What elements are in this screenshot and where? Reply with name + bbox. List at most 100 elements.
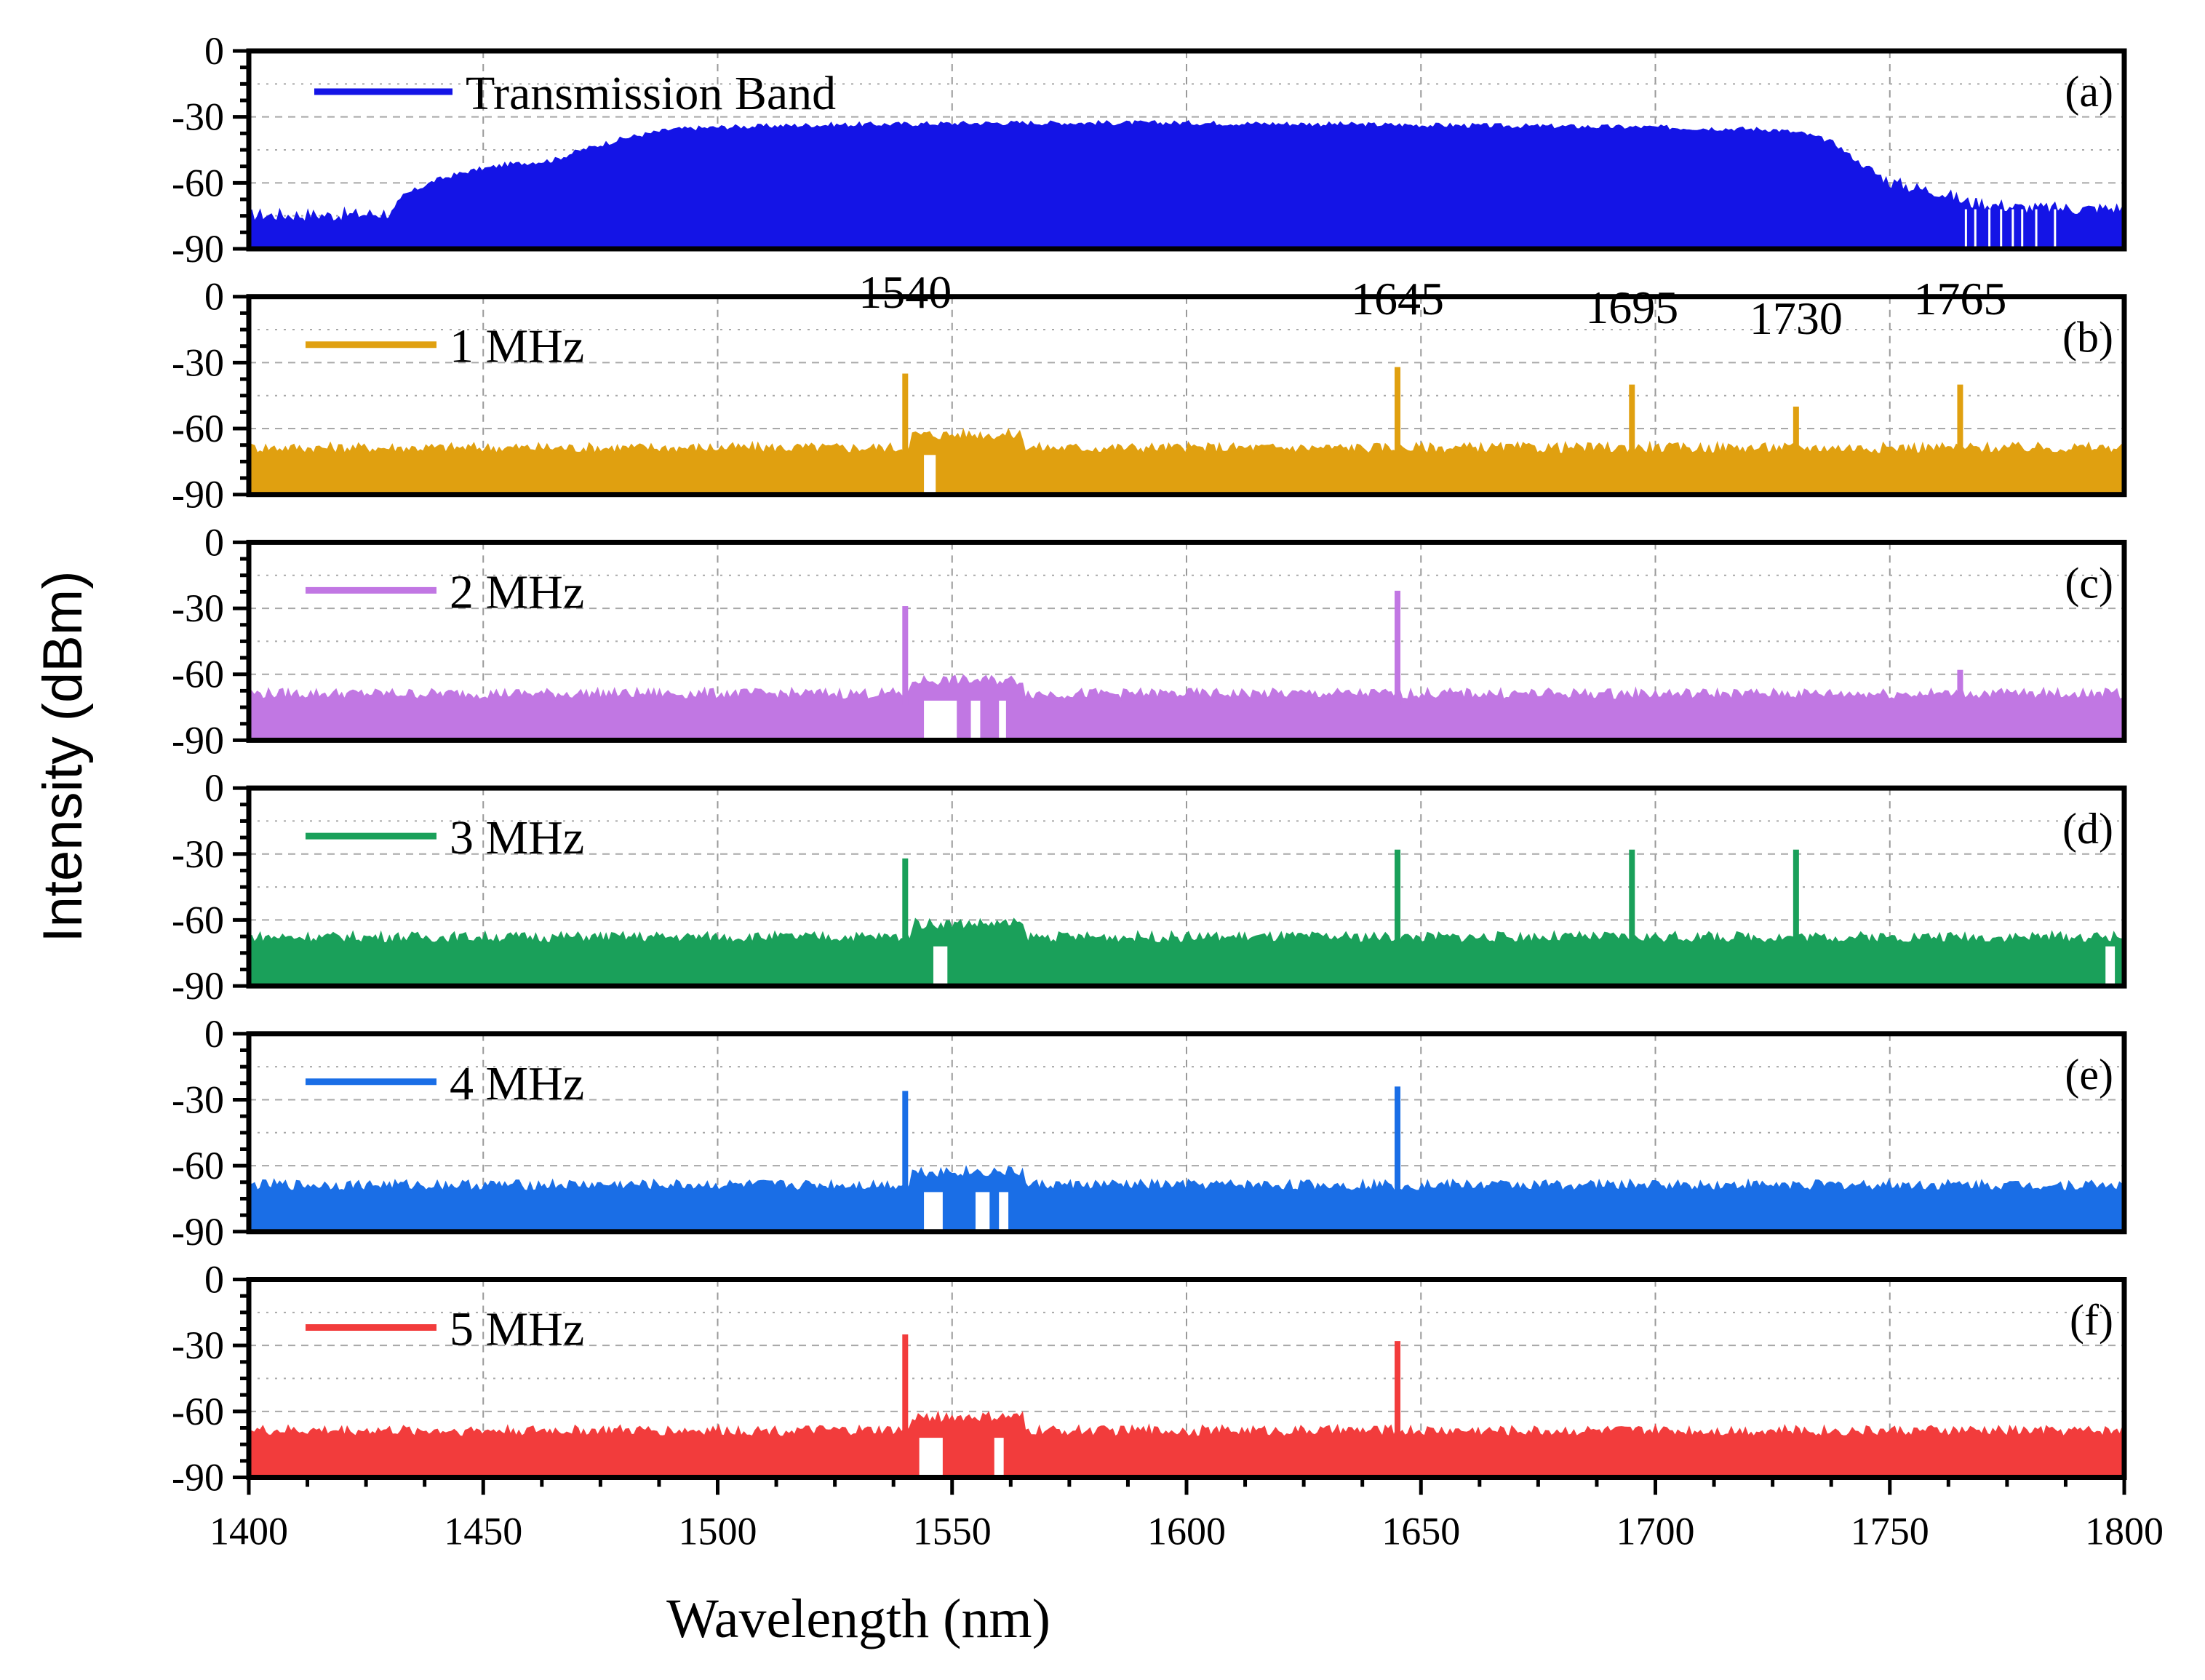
- noise-dropout: [933, 946, 948, 987]
- peak-line-1540: [902, 373, 909, 460]
- y-tick-label: -30: [172, 1323, 224, 1367]
- x-tick-label: 1750: [1851, 1510, 1929, 1553]
- y-tick-label: -30: [172, 586, 224, 630]
- y-axis: 0 -30 -60 -90: [172, 275, 249, 517]
- panel-tag: (d): [2062, 805, 2113, 853]
- peak-line-1645: [1395, 849, 1401, 949]
- peak-label: 1730: [1750, 292, 1843, 344]
- legend-label: 3 MHz: [450, 811, 584, 864]
- y-tick-label: -60: [172, 653, 224, 696]
- spectrum-trace: [248, 917, 2126, 987]
- y-axis: 0 -30 -60 -90: [172, 520, 249, 762]
- peak-label: 1540: [858, 266, 952, 318]
- peak-line-1730: [1793, 406, 1799, 460]
- noise-dropout: [999, 1192, 1009, 1232]
- y-tick-label: -60: [172, 1390, 224, 1433]
- spectrum-trace: [248, 1164, 2126, 1233]
- x-tick-label: 1800: [2085, 1510, 2164, 1553]
- x-axis-label: Wavelength (nm): [666, 1588, 1050, 1649]
- y-tick-label: -90: [172, 1456, 224, 1500]
- legend-label: 5 MHz: [450, 1303, 584, 1356]
- noise-dropout: [919, 1438, 943, 1478]
- x-tick-label: 1400: [210, 1510, 288, 1553]
- noise-dropout: [1974, 209, 1977, 249]
- peak-line-1765: [1957, 669, 1963, 705]
- peak-line-1540: [902, 1334, 909, 1443]
- legend: 1 MHz: [306, 320, 584, 373]
- y-tick-label: 0: [204, 1012, 224, 1056]
- noise-dropout: [2105, 946, 2116, 987]
- y-tick-label: 0: [204, 29, 224, 73]
- x-tick-label: 1650: [1381, 1510, 1460, 1553]
- peak-line-1645: [1395, 367, 1401, 460]
- y-tick-label: -30: [172, 95, 224, 139]
- legend: 4 MHz: [306, 1057, 584, 1110]
- legend-label: 2 MHz: [450, 565, 584, 618]
- x-tick-label: 1450: [444, 1510, 522, 1553]
- legend: 2 MHz: [306, 565, 584, 618]
- legend-label: 1 MHz: [450, 320, 584, 373]
- x-tick-label: 1700: [1616, 1510, 1695, 1553]
- y-tick-label: -60: [172, 1144, 224, 1187]
- legend-label: Transmission Band: [466, 67, 836, 120]
- spectrum-trace: [248, 1410, 2126, 1478]
- y-axis: 0 -30 -60 -90: [172, 766, 249, 1008]
- y-tick-label: -90: [172, 964, 224, 1008]
- y-tick-label: -30: [172, 341, 224, 384]
- spectrum-trace: [248, 427, 2126, 495]
- y-tick-label: 0: [204, 1258, 224, 1302]
- noise-dropout: [970, 701, 981, 741]
- spectrum-trace: [248, 674, 2126, 741]
- noise-dropout: [924, 701, 957, 741]
- peak-line-1695: [1629, 849, 1635, 949]
- peak-line-1645: [1395, 1341, 1401, 1443]
- y-tick-label: 0: [204, 275, 224, 319]
- y-axis: 0 -30 -60 -90: [172, 1012, 249, 1254]
- y-tick-label: -60: [172, 407, 224, 450]
- y-tick-label: 0: [204, 766, 224, 810]
- panel-tag: (e): [2065, 1051, 2113, 1099]
- y-tick-label: 0: [204, 520, 224, 564]
- panel-e: 0 -30 -60 -90 4 MHz (e): [172, 1012, 2127, 1254]
- noise-dropout: [1988, 209, 1991, 249]
- noise-dropout: [2021, 209, 2024, 249]
- legend: 3 MHz: [306, 811, 584, 864]
- spectrum-trace: [248, 119, 2126, 250]
- peak-line-1540: [902, 1091, 909, 1197]
- panel-d: 0 -30 -60 -90 3 MHz (d): [172, 766, 2127, 1008]
- panel-tag: (f): [2070, 1297, 2113, 1345]
- y-tick-label: -90: [172, 473, 224, 517]
- peak-line-1540: [902, 606, 909, 705]
- legend: 5 MHz: [306, 1303, 584, 1356]
- noise-dropout: [2035, 209, 2038, 249]
- noise-dropout: [2054, 209, 2057, 249]
- y-axis-label: Intensity (dBm): [32, 570, 94, 942]
- noise-dropout: [924, 1192, 943, 1232]
- legend-label: 4 MHz: [450, 1057, 584, 1110]
- x-axis: 1400 1450 1500 1550 1600 1650 1700 1750 1800: [210, 1477, 2164, 1553]
- y-axis: 0 -30 -60 -90: [172, 29, 249, 271]
- panel-tag: (b): [2062, 314, 2113, 362]
- panel-f: 0 -30 -60 -90 5 MHz (f): [172, 1258, 2127, 1500]
- y-tick-label: -90: [172, 227, 224, 271]
- panel-a: 0 -30 -60 -90 Transmission Band (a): [172, 29, 2127, 271]
- peak-label: 1695: [1585, 282, 1678, 333]
- y-tick-label: -90: [172, 718, 224, 762]
- peak-line-1695: [1629, 384, 1635, 460]
- noise-dropout: [2000, 209, 2003, 249]
- noise-dropout: [994, 1438, 1004, 1478]
- peak-line-1645: [1395, 1086, 1401, 1197]
- y-axis: 0 -30 -60 -90: [172, 1258, 249, 1500]
- panel-tag: (c): [2065, 559, 2113, 607]
- peak-line-1540: [902, 858, 909, 949]
- noise-dropout: [1964, 209, 1967, 249]
- noise-dropout: [999, 701, 1006, 741]
- legend: Transmission Band: [314, 67, 836, 120]
- y-tick-label: -30: [172, 832, 224, 876]
- peak-line-1730: [1793, 849, 1799, 949]
- panel-tag: (a): [2065, 68, 2113, 116]
- peak-line-1645: [1395, 590, 1401, 705]
- y-tick-label: -60: [172, 161, 224, 204]
